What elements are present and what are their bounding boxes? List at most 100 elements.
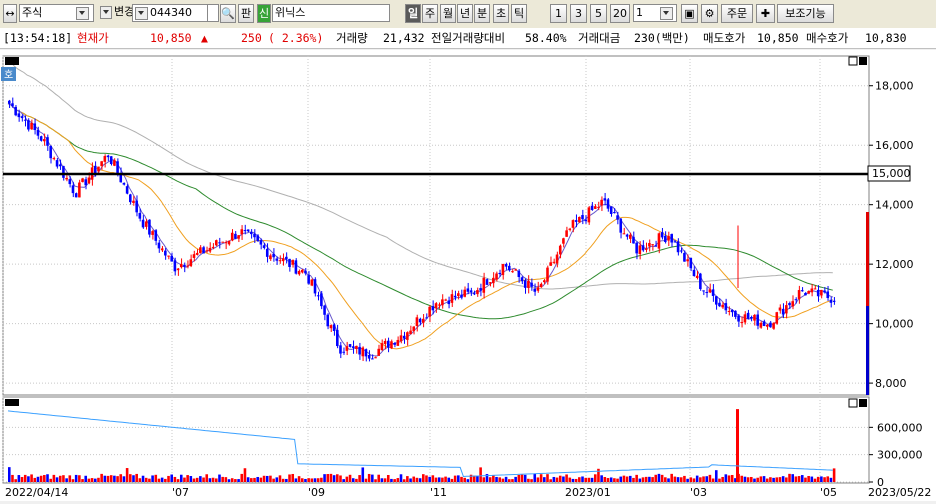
checkbox-icon <box>100 5 112 19</box>
candle-body <box>14 106 17 116</box>
market-type-select[interactable]: 주식 <box>19 4 94 22</box>
ask-label: 매도호가 <box>703 31 746 45</box>
order-button[interactable]: 주문 <box>721 4 753 23</box>
volume-bar <box>428 476 431 482</box>
plus-icon: ✚ <box>760 7 771 20</box>
add-indicator-button[interactable]: ✚ <box>756 4 775 23</box>
volume-bar <box>501 478 505 482</box>
volume-panel-menu-icon[interactable] <box>5 399 19 406</box>
period-button-6[interactable]: 틱 <box>511 4 527 23</box>
candle-body <box>316 295 320 297</box>
period-button-2[interactable]: 월 <box>440 4 456 23</box>
candle-body <box>673 241 677 243</box>
candle-body <box>753 314 756 321</box>
volume-bar <box>43 475 46 482</box>
candle-body <box>253 233 256 238</box>
price-tick-label: 18,000 <box>875 80 914 93</box>
candle-body <box>132 200 135 203</box>
volume-maximize-icon[interactable] <box>848 398 858 408</box>
volume-bar <box>179 474 183 482</box>
volume-bar <box>546 474 549 482</box>
volume-bar <box>189 476 193 482</box>
candle-body <box>167 255 170 257</box>
interval-button-20[interactable]: 20 <box>610 4 630 23</box>
volume-bar <box>269 475 272 482</box>
candle-body <box>737 315 740 322</box>
volume-bar <box>81 479 84 482</box>
volume-bar <box>125 468 129 482</box>
volume-bar <box>90 478 94 482</box>
candle-body <box>593 206 597 209</box>
candle-body <box>428 306 431 317</box>
candle-body <box>778 307 782 311</box>
volume-bar <box>364 478 368 482</box>
stock-chart[interactable]: 15,000 18,000 16,000 14,000 12,000 10,000 8,0… <box>0 50 936 501</box>
volume-bar <box>823 477 826 482</box>
volume-bar <box>810 476 814 482</box>
quote-info-bar: [13:54:18] 현재가 10,850 ▲ 250 ( 2.36%) 거래량… <box>0 28 936 49</box>
volume-average-line <box>7 410 833 478</box>
volume-bar <box>702 476 705 482</box>
hline-value-label: 15,000 <box>872 167 911 180</box>
period-button-4[interactable]: 분 <box>474 4 490 23</box>
maximize-icon[interactable] <box>848 56 858 66</box>
search-button[interactable]: 🔍 <box>220 4 236 23</box>
candle-body <box>205 250 209 252</box>
interval-button-1[interactable]: 1 <box>550 4 567 23</box>
volume-bar <box>648 476 651 482</box>
volume-bar <box>670 473 673 482</box>
panel-menu-icon[interactable] <box>5 57 19 65</box>
candle-body <box>530 282 533 287</box>
close-icon[interactable] <box>859 57 867 65</box>
link-arrows-button[interactable]: ↔ <box>3 4 17 23</box>
change-checkbox[interactable]: 변경 <box>98 4 145 22</box>
chevron-down-icon <box>76 7 89 20</box>
candle-body <box>689 257 693 269</box>
volume-bar <box>237 479 240 482</box>
candle-body <box>11 103 14 107</box>
volume-axis: 600,000 300,000 0 <box>869 421 923 489</box>
ho-badge[interactable] <box>1 67 16 81</box>
volume-bar <box>692 478 696 482</box>
candle-body <box>472 293 476 295</box>
candle-body <box>463 289 466 297</box>
aux-function-button[interactable]: 보조기능 <box>777 4 834 23</box>
candle-body <box>807 291 810 294</box>
volume-close-icon[interactable] <box>859 399 867 407</box>
volume-bar <box>479 467 482 482</box>
volume-bar <box>619 476 623 482</box>
save-button[interactable]: ▣ <box>681 4 698 23</box>
volume-bar <box>472 475 476 482</box>
candle-body <box>507 265 511 271</box>
candle-body <box>307 275 310 284</box>
interval-input[interactable]: 1 <box>633 4 677 22</box>
volume-bar <box>816 476 820 482</box>
ma20-line <box>7 103 833 350</box>
date-label: '09 <box>308 486 325 499</box>
candle-body <box>616 215 619 220</box>
settings-button[interactable]: ⚙ <box>701 4 718 23</box>
pan-button[interactable]: 판 <box>238 4 254 23</box>
interval-button-5[interactable]: 5 <box>590 4 607 23</box>
candle-body <box>23 119 27 121</box>
candle-body <box>396 339 400 346</box>
price-change: 250 <box>241 31 262 45</box>
candle-body <box>511 271 514 273</box>
period-button-3[interactable]: 년 <box>457 4 473 23</box>
candle-body <box>425 317 428 319</box>
period-button-0[interactable]: 일 <box>405 4 421 23</box>
stock-code-input[interactable]: 044340 <box>132 4 218 22</box>
candle-body <box>265 248 269 257</box>
period-button-1[interactable]: 주 <box>422 4 438 23</box>
volume-bar <box>606 478 610 482</box>
candle-body <box>609 206 613 214</box>
candle-body <box>285 256 288 260</box>
candle-body <box>27 120 30 130</box>
period-button-5[interactable]: 초 <box>493 4 509 23</box>
volume-panel <box>2 396 870 484</box>
interval-button-3[interactable]: 3 <box>570 4 587 23</box>
chart-canvas[interactable]: 15,000 18,000 16,000 14,000 12,000 10,000 8,0… <box>0 50 936 501</box>
code-dropdown-button[interactable] <box>207 4 219 22</box>
candle-body <box>597 206 600 208</box>
candle-body <box>224 242 228 244</box>
